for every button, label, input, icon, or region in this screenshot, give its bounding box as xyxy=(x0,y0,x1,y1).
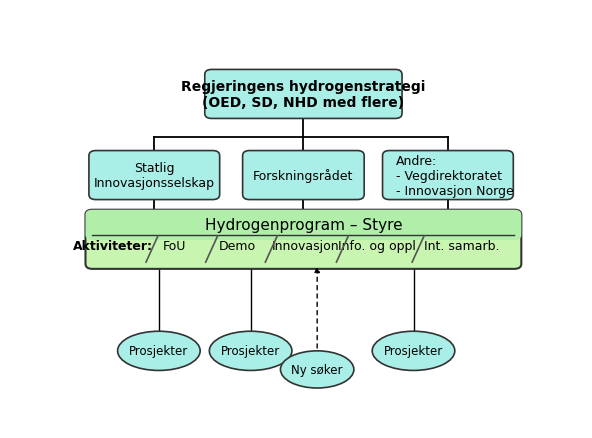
FancyBboxPatch shape xyxy=(205,70,402,119)
Text: Prosjekter: Prosjekter xyxy=(129,345,188,357)
Text: Forskningsrådet: Forskningsrådet xyxy=(253,169,353,183)
FancyBboxPatch shape xyxy=(382,151,513,200)
Text: FoU: FoU xyxy=(163,239,186,252)
Text: Prosjekter: Prosjekter xyxy=(384,345,443,357)
Text: Int. samarb.: Int. samarb. xyxy=(424,239,500,252)
FancyBboxPatch shape xyxy=(85,210,522,240)
Ellipse shape xyxy=(118,332,200,371)
Text: Statlig
Innovasjonsselskap: Statlig Innovasjonsselskap xyxy=(94,162,215,190)
Text: Info. og oppl.: Info. og oppl. xyxy=(338,239,420,252)
FancyBboxPatch shape xyxy=(85,210,522,269)
Text: Prosjekter: Prosjekter xyxy=(221,345,280,357)
Ellipse shape xyxy=(281,351,354,388)
FancyBboxPatch shape xyxy=(89,151,220,200)
Text: Demo: Demo xyxy=(218,239,255,252)
Ellipse shape xyxy=(210,332,292,371)
Text: Ny søker: Ny søker xyxy=(291,363,343,376)
Text: Andre:
- Vegdirektoratet
- Innovasjon Norge: Andre: - Vegdirektoratet - Innovasjon No… xyxy=(396,154,514,197)
Text: Aktiviteter:: Aktiviteter: xyxy=(73,239,153,252)
Ellipse shape xyxy=(372,332,455,371)
FancyBboxPatch shape xyxy=(243,151,364,200)
Text: Innovasjon: Innovasjon xyxy=(272,239,339,252)
Text: Hydrogenprogram – Styre: Hydrogenprogram – Styre xyxy=(205,218,402,233)
Text: Regjeringens hydrogenstrategi
(OED, SD, NHD med flere): Regjeringens hydrogenstrategi (OED, SD, … xyxy=(181,80,426,110)
